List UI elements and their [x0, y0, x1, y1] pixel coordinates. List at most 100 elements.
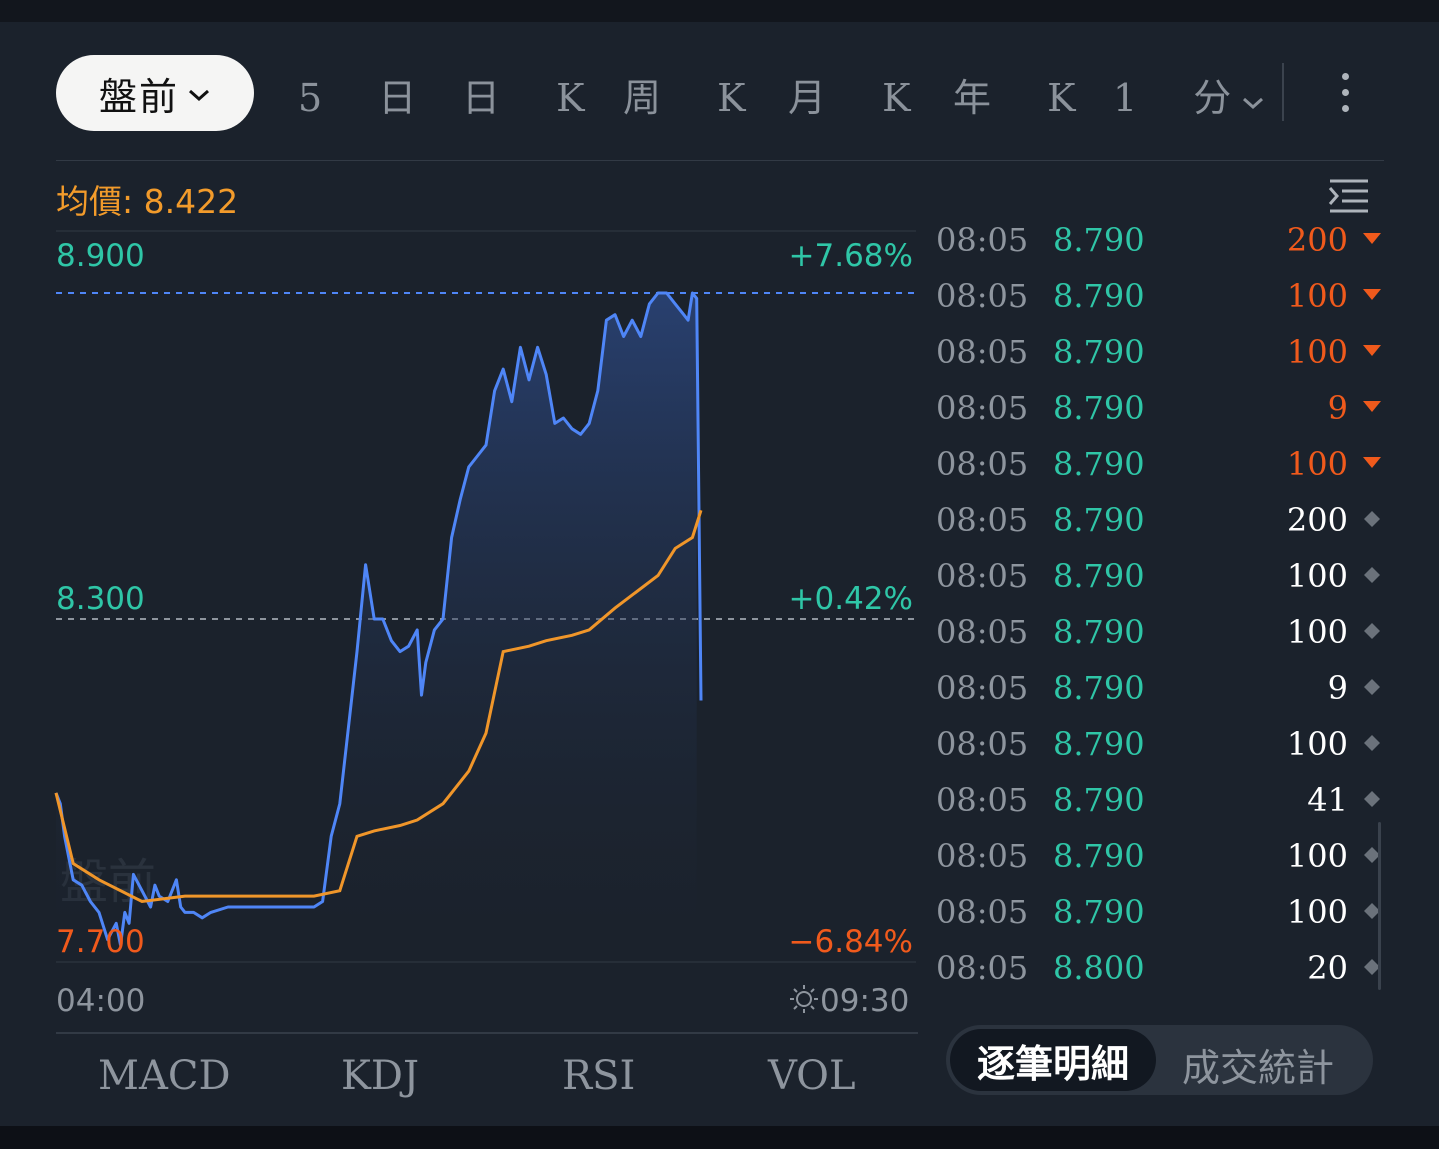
tick-price: 8.790 — [1053, 893, 1145, 931]
tick-row: 08:05 8.790 100 — [936, 725, 1386, 781]
y-label-bot-price: 7.700 — [56, 924, 145, 960]
tick-volume: 100 — [1286, 333, 1348, 371]
tab-year-k[interactable]: 年 K — [953, 76, 1098, 120]
more-vertical-icon[interactable] — [1339, 73, 1351, 113]
neutral-diamond-icon — [1364, 623, 1380, 639]
tick-row: 08:05 8.790 9 — [936, 389, 1386, 445]
y-label-top-pct: +7.68% — [788, 238, 913, 274]
y-label-mid-pct: +0.42% — [788, 581, 913, 617]
tick-volume: 200 — [1286, 501, 1348, 539]
tick-price: 8.790 — [1053, 781, 1145, 819]
tick-price: 8.790 — [1053, 669, 1145, 707]
indicator-rsi[interactable]: RSI — [562, 1053, 636, 1099]
tick-volume: 100 — [1286, 725, 1348, 763]
tick-time: 08:05 — [936, 837, 1029, 875]
neutral-diamond-icon — [1364, 903, 1380, 919]
tick-row: 08:05 8.790 100 — [936, 837, 1386, 893]
tick-price: 8.790 — [1053, 445, 1145, 483]
tick-price: 8.790 — [1053, 501, 1145, 539]
tick-time: 08:05 — [936, 277, 1029, 315]
x-label-start: 04:00 — [56, 983, 146, 1019]
neutral-diamond-icon — [1364, 567, 1380, 583]
avg-price: 均價: 8.422 — [56, 182, 239, 221]
tick-time: 08:05 — [936, 949, 1029, 987]
tick-volume: 100 — [1286, 557, 1348, 595]
tick-time: 08:05 — [936, 557, 1029, 595]
tab-5day[interactable]: 5 日 — [298, 76, 439, 120]
intraday-chart[interactable]: 盤前 — [0, 0, 930, 1149]
period-tabs: 盤前 5 日 日 K 周 K 月 K 年 K 1 分 — [56, 55, 1386, 131]
tick-time: 08:05 — [936, 669, 1029, 707]
tab-day-k[interactable]: 日 K — [462, 76, 607, 120]
tick-volume: 41 — [1307, 781, 1348, 819]
tick-row: 08:05 8.790 100 — [936, 277, 1386, 333]
tick-volume: 9 — [1327, 669, 1348, 707]
tick-volume: 100 — [1286, 837, 1348, 875]
tick-volume: 20 — [1307, 949, 1348, 987]
neutral-diamond-icon — [1364, 847, 1380, 863]
tick-row: 08:05 8.800 20 — [936, 949, 1386, 1005]
tick-volume: 100 — [1286, 277, 1348, 315]
tick-price: 8.790 — [1053, 837, 1145, 875]
segment-trade-stats[interactable]: 成交統計 — [1182, 1046, 1335, 1090]
tick-volume: 9 — [1327, 389, 1348, 427]
indicator-macd[interactable]: MACD — [98, 1053, 231, 1099]
tab-week-k[interactable]: 周 K — [623, 76, 768, 120]
tick-time: 08:05 — [936, 445, 1029, 483]
tick-row: 08:05 8.790 9 — [936, 669, 1386, 725]
tick-row: 08:05 8.790 200 — [936, 501, 1386, 557]
down-triangle-icon — [1363, 233, 1381, 244]
tick-row: 08:05 8.790 200 — [936, 221, 1386, 277]
bottom-strip — [0, 1126, 1439, 1149]
list-collapse-icon[interactable] — [1326, 176, 1370, 216]
tick-time: 08:05 — [936, 221, 1029, 259]
down-triangle-icon — [1363, 289, 1381, 300]
down-triangle-icon — [1363, 401, 1381, 412]
sun-icon — [790, 985, 818, 1013]
tabs-separator — [56, 160, 1384, 161]
tick-price: 8.790 — [1053, 613, 1145, 651]
tab-1min[interactable]: 1 分 — [1113, 67, 1265, 122]
status-strip — [0, 0, 1439, 28]
scrollbar[interactable] — [1378, 822, 1381, 990]
neutral-diamond-icon — [1364, 959, 1380, 975]
detail-segment-control: 逐筆明細 成交統計 — [946, 1025, 1373, 1095]
y-label-bot-pct: −6.84% — [788, 924, 913, 960]
neutral-diamond-icon — [1364, 511, 1380, 527]
tick-price: 8.790 — [1053, 277, 1145, 315]
indicator-vol[interactable]: VOL — [768, 1053, 856, 1099]
tick-time: 08:05 — [936, 501, 1029, 539]
tick-time: 08:05 — [936, 893, 1029, 931]
neutral-diamond-icon — [1364, 679, 1380, 695]
neutral-diamond-icon — [1364, 791, 1380, 807]
indicator-kdj[interactable]: KDJ — [341, 1053, 419, 1099]
tick-volume: 100 — [1286, 613, 1348, 651]
tick-time: 08:05 — [936, 389, 1029, 427]
tab-divider — [1282, 63, 1284, 121]
tick-volume: 100 — [1286, 445, 1348, 483]
tab-premarket[interactable]: 盤前 — [56, 55, 254, 131]
x-label-end-text: 09:30 — [820, 983, 910, 1019]
tick-volume: 200 — [1286, 221, 1348, 259]
tick-price: 8.790 — [1053, 725, 1145, 763]
chevron-down-icon — [1241, 89, 1265, 117]
tab-month-k[interactable]: 月 K — [788, 76, 933, 120]
down-triangle-icon — [1363, 457, 1381, 468]
y-label-mid-price: 8.300 — [56, 581, 145, 617]
tick-row: 08:05 8.790 100 — [936, 445, 1386, 501]
tick-row: 08:05 8.790 100 — [936, 893, 1386, 949]
price-line — [54, 291, 703, 947]
chevron-down-icon — [187, 80, 211, 110]
tick-row: 08:05 8.790 100 — [936, 333, 1386, 389]
tick-price: 8.790 — [1053, 557, 1145, 595]
tab-premarket-label: 盤前 — [98, 74, 179, 119]
tab-1min-label: 1 分 — [1113, 76, 1254, 120]
down-triangle-icon — [1363, 345, 1381, 356]
tick-row: 08:05 8.790 100 — [936, 557, 1386, 613]
segment-tick-detail[interactable]: 逐筆明細 — [950, 1029, 1156, 1091]
tick-price: 8.790 — [1053, 333, 1145, 371]
tick-volume: 100 — [1286, 893, 1348, 931]
tick-price: 8.800 — [1053, 949, 1145, 987]
tick-time: 08:05 — [936, 613, 1029, 651]
tick-row: 08:05 8.790 100 — [936, 613, 1386, 669]
